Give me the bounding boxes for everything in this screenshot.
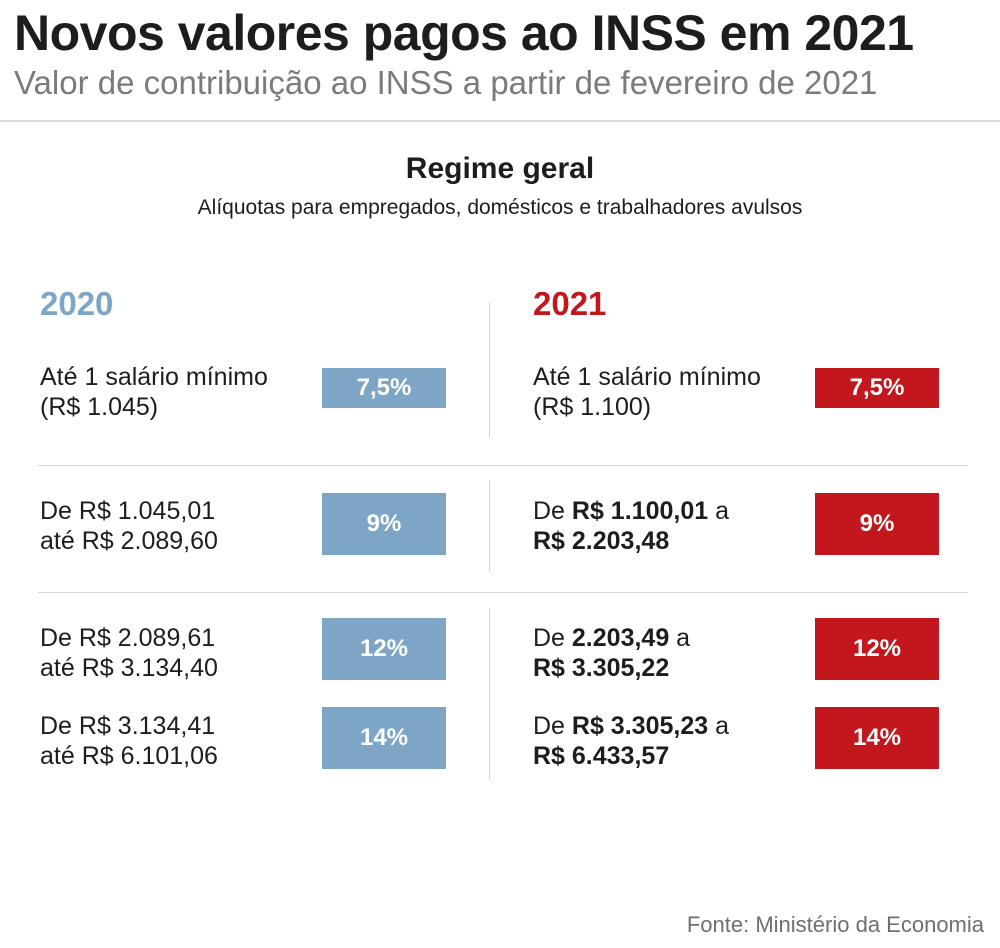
section-subtitle: Alíquotas para empregados, domésticos e … (197, 196, 803, 219)
range-line-2: R$ 3.305,22 (533, 653, 690, 683)
range-line-2: até R$ 2.089,60 (40, 527, 218, 555)
page-title: Novos valores pagos ao INSS em 2021 (14, 5, 914, 61)
rate-badge-2021: 7,5% (815, 368, 939, 408)
rate-badge-2021: 9% (815, 493, 939, 555)
range-prefix: De (533, 497, 572, 525)
range-line-1: De R$ 1.100,01 a (533, 496, 729, 526)
range-line-1: De R$ 3.134,41 (40, 712, 216, 740)
rate-range-2020: Até 1 salário mínimo (R$ 1.045) (40, 362, 268, 422)
year-2021-heading: 2021 (533, 285, 607, 322)
rate-range-2021: Até 1 salário mínimo (R$ 1.100) (533, 362, 761, 422)
column-divider (489, 608, 490, 780)
rate-badge-2021: 12% (815, 618, 939, 680)
range-line-1: De R$ 1.045,01 (40, 497, 216, 525)
range-prefix: De (533, 624, 572, 652)
rate-range-2021: De R$ 3.305,23 a R$ 6.433,57 (533, 711, 729, 771)
range-line-2: (R$ 1.100) (533, 393, 652, 421)
rate-range-2021: De 2.203,49 a R$ 3.305,22 (533, 623, 690, 683)
rate-badge-2020: 14% (322, 707, 446, 769)
row-divider (38, 465, 968, 466)
range-end-value: R$ 2.203,48 (533, 527, 670, 555)
range-line-1: De 2.203,49 a (533, 623, 690, 653)
column-divider (489, 480, 490, 572)
rate-badge-2020: 7,5% (322, 368, 446, 408)
range-prefix: De (533, 712, 572, 740)
range-line-2: até R$ 6.101,06 (40, 742, 218, 770)
range-start-value: R$ 1.100,01 (571, 497, 709, 525)
rate-badge-2021: 14% (815, 707, 939, 769)
range-connector: a (669, 624, 691, 652)
range-connector: a (708, 712, 729, 740)
row-divider (38, 592, 968, 593)
range-line-2: até R$ 3.134,40 (40, 654, 218, 682)
header-divider (0, 120, 1000, 122)
rate-range-2021: De R$ 1.100,01 a R$ 2.203,48 (533, 496, 729, 556)
range-start-value: R$ 3.305,23 (571, 712, 709, 740)
range-line-1: De R$ 3.305,23 a (533, 711, 729, 741)
range-line-1: Até 1 salário mínimo (40, 363, 268, 391)
rate-range-2020: De R$ 1.045,01 até R$ 2.089,60 (40, 496, 218, 556)
section-title: Regime geral (405, 152, 595, 185)
range-line-2: R$ 6.433,57 (533, 741, 729, 771)
source-note: Fonte: Ministério da Economia (686, 912, 984, 937)
range-end-value: R$ 6.433,57 (533, 742, 670, 770)
range-line-1: De R$ 2.089,61 (40, 624, 216, 652)
range-start-value: 2.203,49 (571, 624, 670, 652)
range-line-2: (R$ 1.045) (40, 393, 159, 421)
rate-range-2020: De R$ 2.089,61 até R$ 3.134,40 (40, 623, 218, 683)
range-end-value: R$ 3.305,22 (533, 654, 670, 682)
rate-badge-2020: 12% (322, 618, 446, 680)
range-connector: a (708, 497, 729, 525)
rate-range-2020: De R$ 3.134,41 até R$ 6.101,06 (40, 711, 218, 771)
rate-badge-2020: 9% (322, 493, 446, 555)
year-2020-heading: 2020 (40, 285, 114, 322)
page-subtitle: Valor de contribuição ao INSS a partir d… (14, 64, 878, 101)
range-line-1: Até 1 salário mínimo (533, 363, 761, 391)
column-divider (489, 302, 490, 438)
range-line-2: R$ 2.203,48 (533, 526, 729, 556)
